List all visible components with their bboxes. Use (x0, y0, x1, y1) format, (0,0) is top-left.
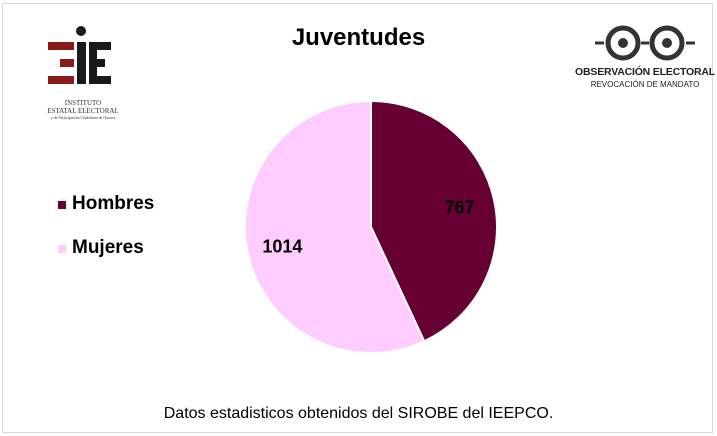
ieepco-logo-line3: y de Participación Ciudadana de Oaxaca (50, 115, 116, 120)
observacion-logo-line2: REVOCACIÓN DE MANDATO (590, 80, 700, 89)
glasses-icon (595, 25, 695, 61)
data-label-mujeres: 1014 (262, 237, 302, 257)
legend-swatch-hombres (58, 201, 66, 209)
observacion-electoral-logo: OBSERVACIÓN ELECTORAL REVOCACIÓN DE MAND… (575, 24, 715, 94)
legend-swatch-mujeres (58, 245, 66, 253)
source-note: Datos estadisticos obtenidos del SIROBE … (163, 405, 554, 422)
chart-title: Juventudes (291, 24, 426, 51)
pie-slice-hombres (370, 99, 498, 343)
observacion-logo-line1: OBSERVACIÓN ELECTORAL (575, 66, 715, 78)
ieepco-logo-mark (48, 26, 111, 84)
data-label-hombres: 767 (445, 197, 475, 217)
ieepco-logo: INSTITUTO ESTATAL ELECTORAL y de Partici… (38, 25, 128, 123)
ieepco-logo-line2: ESTATAL ELECTORAL (47, 107, 119, 115)
legend-label-mujeres: Mujeres (72, 237, 144, 258)
ieepco-logo-line1: INSTITUTO (64, 99, 102, 107)
pie-slice-mujeres (244, 99, 426, 354)
legend-label-hombres: Hombres (72, 193, 155, 214)
